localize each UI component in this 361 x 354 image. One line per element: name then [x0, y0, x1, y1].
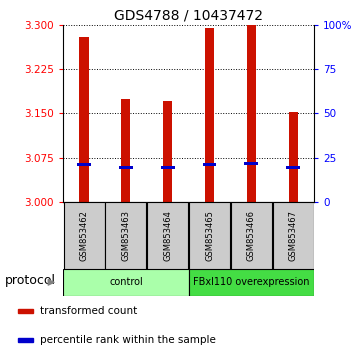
FancyBboxPatch shape	[63, 269, 188, 296]
Bar	[77, 163, 91, 166]
Bar	[244, 162, 258, 165]
Title: GDS4788 / 10437472: GDS4788 / 10437472	[114, 8, 263, 22]
Bar	[79, 36, 89, 202]
Text: GSM853465: GSM853465	[205, 210, 214, 261]
Text: GSM853466: GSM853466	[247, 210, 256, 261]
Bar	[161, 166, 175, 169]
Bar	[205, 28, 214, 202]
Text: FBxl110 overexpression: FBxl110 overexpression	[193, 277, 310, 287]
Text: GSM853463: GSM853463	[121, 210, 130, 261]
Bar	[163, 102, 172, 202]
FancyBboxPatch shape	[147, 202, 188, 269]
Text: GSM853464: GSM853464	[163, 210, 172, 261]
Text: transformed count: transformed count	[40, 306, 137, 316]
Bar	[288, 112, 298, 202]
Bar	[119, 166, 133, 169]
Bar	[18, 338, 33, 342]
FancyBboxPatch shape	[188, 269, 314, 296]
Bar	[286, 166, 300, 169]
FancyBboxPatch shape	[105, 202, 147, 269]
FancyBboxPatch shape	[189, 202, 230, 269]
FancyBboxPatch shape	[64, 202, 105, 269]
FancyBboxPatch shape	[231, 202, 272, 269]
Text: protocol: protocol	[5, 274, 56, 287]
Bar	[18, 309, 33, 313]
Text: GSM853462: GSM853462	[79, 210, 88, 261]
Bar	[203, 163, 217, 166]
Bar	[247, 24, 256, 202]
Text: percentile rank within the sample: percentile rank within the sample	[40, 335, 216, 345]
FancyBboxPatch shape	[273, 202, 314, 269]
Text: GSM853467: GSM853467	[289, 210, 298, 261]
Bar	[121, 98, 130, 202]
Text: control: control	[109, 277, 143, 287]
